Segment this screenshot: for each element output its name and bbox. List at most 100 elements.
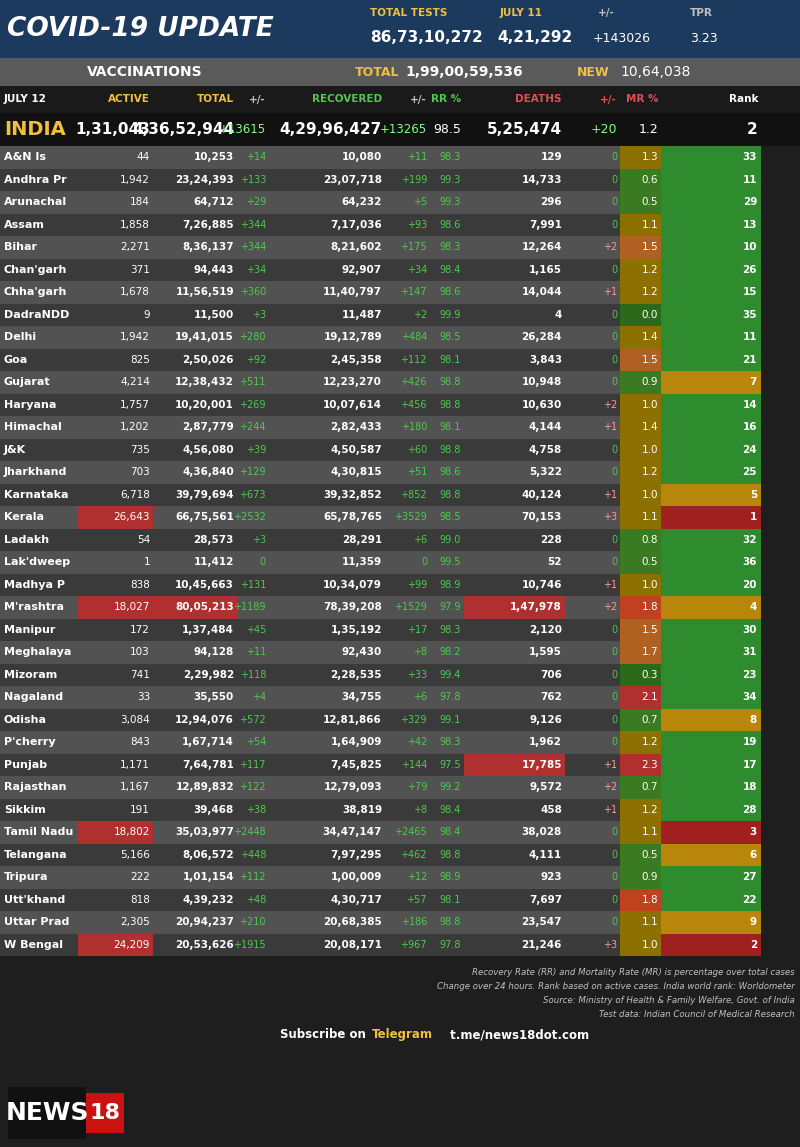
Text: 1.8: 1.8	[642, 895, 658, 905]
Text: 1.2: 1.2	[642, 738, 658, 747]
Text: 0: 0	[611, 625, 617, 634]
Text: 7,991: 7,991	[529, 220, 562, 229]
Bar	[0, 461, 661, 484]
Text: 65,78,765: 65,78,765	[323, 513, 382, 522]
Bar	[661, 777, 761, 798]
Text: 94,443: 94,443	[194, 265, 234, 275]
Text: 1.1: 1.1	[642, 220, 658, 229]
Text: 98.8: 98.8	[440, 400, 461, 409]
Text: +673: +673	[239, 490, 266, 500]
Text: Delhi: Delhi	[4, 333, 36, 342]
Bar	[0, 326, 661, 349]
Text: 3,084: 3,084	[120, 715, 150, 725]
Text: 23: 23	[742, 670, 757, 680]
Text: 0.3: 0.3	[642, 670, 658, 680]
Text: VACCINATIONS: VACCINATIONS	[87, 65, 203, 79]
Text: 371: 371	[130, 265, 150, 275]
Text: 64,232: 64,232	[342, 197, 382, 208]
Bar	[661, 866, 761, 889]
Text: 98.6: 98.6	[440, 467, 461, 477]
Text: 2,120: 2,120	[529, 625, 562, 634]
Text: 1,942: 1,942	[120, 174, 150, 185]
Text: 31: 31	[742, 647, 757, 657]
Bar	[620, 551, 661, 574]
Text: Arunachal: Arunachal	[4, 197, 67, 208]
Text: +360: +360	[240, 287, 266, 297]
Text: 1,37,484: 1,37,484	[182, 625, 234, 634]
Text: 9: 9	[143, 310, 150, 320]
Text: 80,05,213: 80,05,213	[175, 602, 234, 612]
Text: 20: 20	[742, 579, 757, 590]
Text: 19,12,789: 19,12,789	[323, 333, 382, 342]
Text: 7: 7	[750, 377, 757, 388]
Text: 0: 0	[421, 557, 427, 568]
Text: +462: +462	[401, 850, 427, 860]
Text: 11,500: 11,500	[194, 310, 234, 320]
Text: Chha'garh: Chha'garh	[4, 287, 67, 297]
Text: 66,75,561: 66,75,561	[175, 513, 234, 522]
Text: t.me/news18dot.com: t.me/news18dot.com	[446, 1028, 589, 1041]
Text: +54: +54	[246, 738, 266, 747]
Text: 98.5: 98.5	[439, 333, 461, 342]
Text: 11: 11	[742, 333, 757, 342]
Text: 12,38,432: 12,38,432	[175, 377, 234, 388]
Text: +1915: +1915	[234, 939, 266, 950]
Text: 28,573: 28,573	[194, 535, 234, 545]
Text: 36: 36	[742, 557, 757, 568]
Text: 0: 0	[611, 918, 617, 927]
Text: +456: +456	[401, 400, 427, 409]
Text: +1: +1	[603, 579, 617, 590]
Text: 296: 296	[540, 197, 562, 208]
Text: 1.5: 1.5	[642, 354, 658, 365]
Bar	[661, 236, 761, 258]
Text: 35,03,977: 35,03,977	[175, 827, 234, 837]
Text: +210: +210	[239, 918, 266, 927]
Text: 1.0: 1.0	[642, 445, 658, 454]
Text: 14,044: 14,044	[522, 287, 562, 297]
Text: 12,89,832: 12,89,832	[175, 782, 234, 793]
Bar	[0, 484, 661, 506]
Text: 78,39,208: 78,39,208	[323, 602, 382, 612]
Text: 1,165: 1,165	[529, 265, 562, 275]
Text: +5: +5	[413, 197, 427, 208]
Text: +12: +12	[406, 872, 427, 882]
Text: 98.8: 98.8	[440, 445, 461, 454]
Text: +852: +852	[400, 490, 427, 500]
Bar	[620, 192, 661, 213]
Text: 18: 18	[742, 782, 757, 793]
Text: 1.3: 1.3	[642, 153, 658, 162]
Text: 98.1: 98.1	[440, 895, 461, 905]
Bar	[0, 370, 661, 393]
Bar	[620, 798, 661, 821]
Text: +11: +11	[406, 153, 427, 162]
Text: 2,271: 2,271	[120, 242, 150, 252]
Text: 6: 6	[750, 850, 757, 860]
Text: 0.9: 0.9	[642, 872, 658, 882]
Text: 98.2: 98.2	[439, 647, 461, 657]
Bar	[620, 618, 661, 641]
Text: Meghalaya: Meghalaya	[4, 647, 71, 657]
Text: +2465: +2465	[394, 827, 427, 837]
Text: +118: +118	[240, 670, 266, 680]
Text: 1,67,714: 1,67,714	[182, 738, 234, 747]
Text: 99.3: 99.3	[440, 197, 461, 208]
Text: 5,322: 5,322	[529, 467, 562, 477]
Text: 10,253: 10,253	[194, 153, 234, 162]
Text: 98.3: 98.3	[440, 738, 461, 747]
Bar	[0, 754, 661, 777]
Text: 1,167: 1,167	[120, 782, 150, 793]
Text: 825: 825	[130, 354, 150, 365]
Text: +199: +199	[401, 174, 427, 185]
Bar	[0, 349, 661, 370]
Text: +4: +4	[252, 693, 266, 702]
Text: 17: 17	[742, 759, 757, 770]
Text: A&N Is: A&N Is	[4, 153, 46, 162]
Bar	[620, 596, 661, 618]
Text: 10,45,663: 10,45,663	[175, 579, 234, 590]
Text: 0: 0	[611, 715, 617, 725]
Text: 1,202: 1,202	[120, 422, 150, 432]
Text: Kerala: Kerala	[4, 513, 44, 522]
Bar	[661, 798, 761, 821]
Text: 54: 54	[137, 535, 150, 545]
Text: 7,697: 7,697	[529, 895, 562, 905]
